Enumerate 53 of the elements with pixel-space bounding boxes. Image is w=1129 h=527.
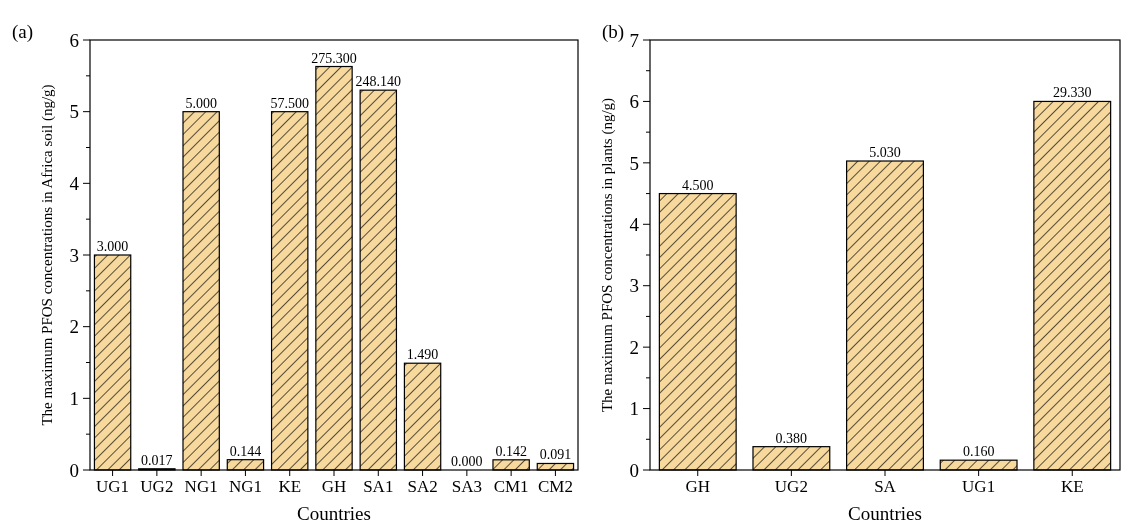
x-tick-label: GH [321, 477, 347, 496]
y-tick-label: 1 [69, 387, 79, 409]
y-axis-title: The maximum PFOS concentrations in plants (ng/g) [599, 97, 616, 413]
x-tick-label: UG2 [140, 477, 174, 496]
annotation: 29.330 [1053, 85, 1092, 101]
x-tick-label: SA [874, 477, 897, 496]
data-label: 0.091 [539, 447, 572, 463]
x-tick-label: SA3 [451, 477, 482, 496]
x-tick-label: SA1 [363, 477, 394, 496]
x-tick-label: UG1 [962, 477, 996, 496]
data-label: 0.142 [495, 443, 527, 459]
data-label: 0.160 [962, 444, 995, 460]
data-label: 4.500 [682, 177, 714, 193]
x-tick-label: CM1 [493, 477, 529, 496]
data-label: 0.000 [451, 454, 483, 469]
y-tick-label: 3 [69, 244, 79, 266]
y-axis-title: The maximum PFOS concentrations in Africa soil (ng/g) [39, 84, 56, 426]
y-tick-label: 2 [629, 336, 639, 358]
x-tick-label: GH [685, 477, 711, 496]
data-label: 0.380 [775, 430, 808, 446]
data-label: 0.017 [141, 452, 173, 468]
y-tick-label: 4 [69, 172, 80, 194]
y-tick-label: 7 [629, 29, 639, 51]
data-label: 0.144 [229, 443, 262, 459]
x-tick-label: KE [278, 477, 302, 496]
annotation: 248.140 [355, 74, 402, 90]
x-tick-label: UG1 [96, 477, 130, 496]
x-axis-title: Countries [848, 503, 922, 524]
y-tick-label: 1 [629, 398, 639, 420]
x-axis-title: Countries [297, 503, 371, 524]
x-tick-label: CM2 [537, 477, 573, 496]
x-tick-label: NG1 [228, 477, 262, 496]
x-tick-label: SA2 [407, 477, 438, 496]
y-tick-label: 5 [69, 101, 79, 123]
text: (b) [602, 21, 625, 43]
y-tick-label: 3 [629, 275, 639, 297]
y-tick-label: 6 [69, 29, 79, 51]
y-tick-label: 2 [69, 316, 79, 338]
x-tick-label: UG2 [774, 477, 808, 496]
data-label: 3.000 [96, 239, 129, 254]
y-tick-label: 0 [629, 459, 639, 481]
y-tick-label: 4 [629, 213, 640, 235]
data-label: 5.000 [185, 95, 217, 111]
text: (a) [12, 21, 34, 43]
x-tick-label: NG1 [184, 477, 218, 496]
data-label: 1.490 [406, 347, 439, 363]
data-label: 5.030 [869, 145, 901, 161]
y-tick-label: 0 [69, 459, 79, 481]
y-tick-label: 6 [629, 91, 639, 113]
annotation: 275.300 [311, 50, 357, 66]
annotation: 57.500 [270, 95, 309, 111]
x-tick-label: KE [1060, 477, 1084, 496]
y-tick-label: 5 [629, 152, 639, 174]
